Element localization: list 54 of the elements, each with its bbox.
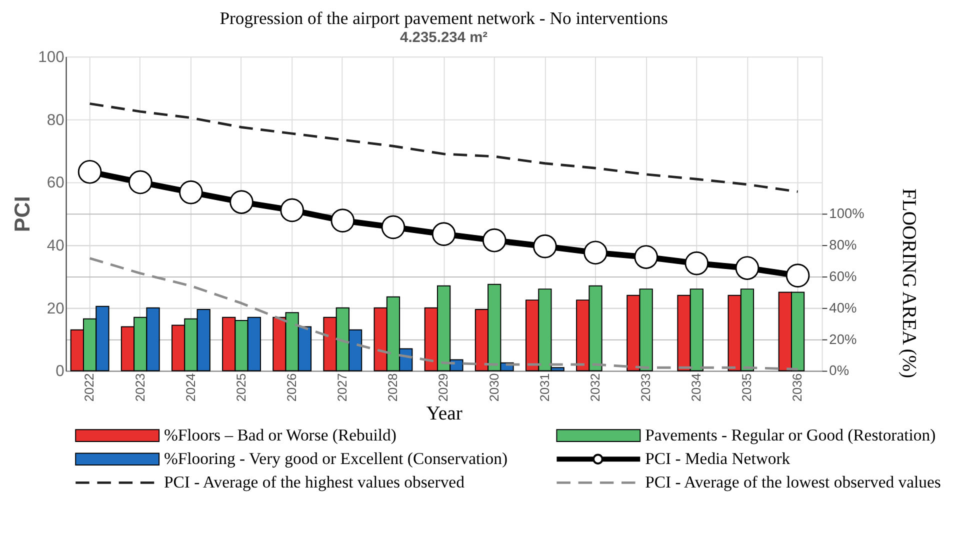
x-tick-label: 2032	[587, 373, 602, 402]
x-tick-label: 2036	[790, 373, 805, 402]
legend-label: %Flooring - Very good or Excellent (Conservation)	[164, 449, 508, 468]
y2-tick-label: 60%	[829, 268, 857, 284]
x-tick-label: 2028	[385, 373, 400, 402]
legend-label: PCI - Average of the highest values observed	[164, 472, 466, 492]
point	[735, 256, 760, 280]
x-tick-label: 2029	[436, 373, 451, 402]
x-tick-label: 2031	[536, 373, 552, 402]
legend-label: PCI - Media Network	[645, 449, 791, 468]
legend-label: Pavements - Regular or Good (Restoration)	[645, 425, 936, 444]
point	[280, 198, 304, 222]
x-tick-label: 2022	[82, 373, 97, 402]
y-tick-label: 60	[46, 174, 65, 192]
x-tick-label: 2025	[233, 373, 248, 402]
x-tick-label: 2034	[688, 373, 704, 402]
y2-tick-label: 20%	[829, 332, 857, 347]
x-axis-title: Year	[426, 403, 463, 424]
x-tick-label: 2033	[638, 373, 654, 402]
legend-label: PCI - Average of the lowest observed values	[645, 472, 941, 492]
y2-axis-title: FLOORING AREA (%)	[898, 188, 919, 378]
point	[634, 245, 658, 269]
x-tick-label: 2030	[486, 373, 502, 402]
point	[684, 251, 709, 276]
y2-tick-label: 40%	[829, 300, 857, 316]
point	[330, 208, 355, 232]
x-tick-label: 2035	[739, 373, 754, 402]
x-tick-label: 2027	[334, 373, 350, 402]
point	[230, 190, 254, 214]
point	[786, 264, 810, 288]
point	[432, 222, 456, 246]
point	[482, 228, 506, 252]
x-tick-label: 2026	[284, 373, 300, 402]
y2-tick-label: 80%	[829, 238, 857, 252]
x-tick-label: 2024	[182, 373, 198, 402]
line-series	[88, 102, 800, 193]
point	[533, 234, 557, 258]
y-tick-label: 40	[46, 237, 65, 254]
y-axis-title: PCI	[9, 196, 34, 232]
y2-tick-label: 0%	[829, 363, 850, 378]
x-tick-label: 2023	[132, 373, 148, 402]
chart-subtitle: 4.235.234 m²	[400, 30, 488, 46]
y-tick-label: 0	[56, 363, 65, 380]
y-tick-label: 20	[46, 300, 65, 318]
y-tick-label: 100	[38, 48, 65, 66]
point	[179, 180, 203, 204]
point	[128, 170, 152, 194]
y-tick-label: 80	[46, 112, 65, 129]
y2-tick-label: 100%	[829, 206, 864, 222]
point	[584, 240, 608, 265]
chart-title: Progression of the airport pavement network - No interventions	[220, 8, 668, 28]
legend-label: %Floors – Bad or Worse (Rebuild)	[164, 425, 396, 444]
point	[78, 160, 102, 184]
point	[381, 215, 406, 240]
